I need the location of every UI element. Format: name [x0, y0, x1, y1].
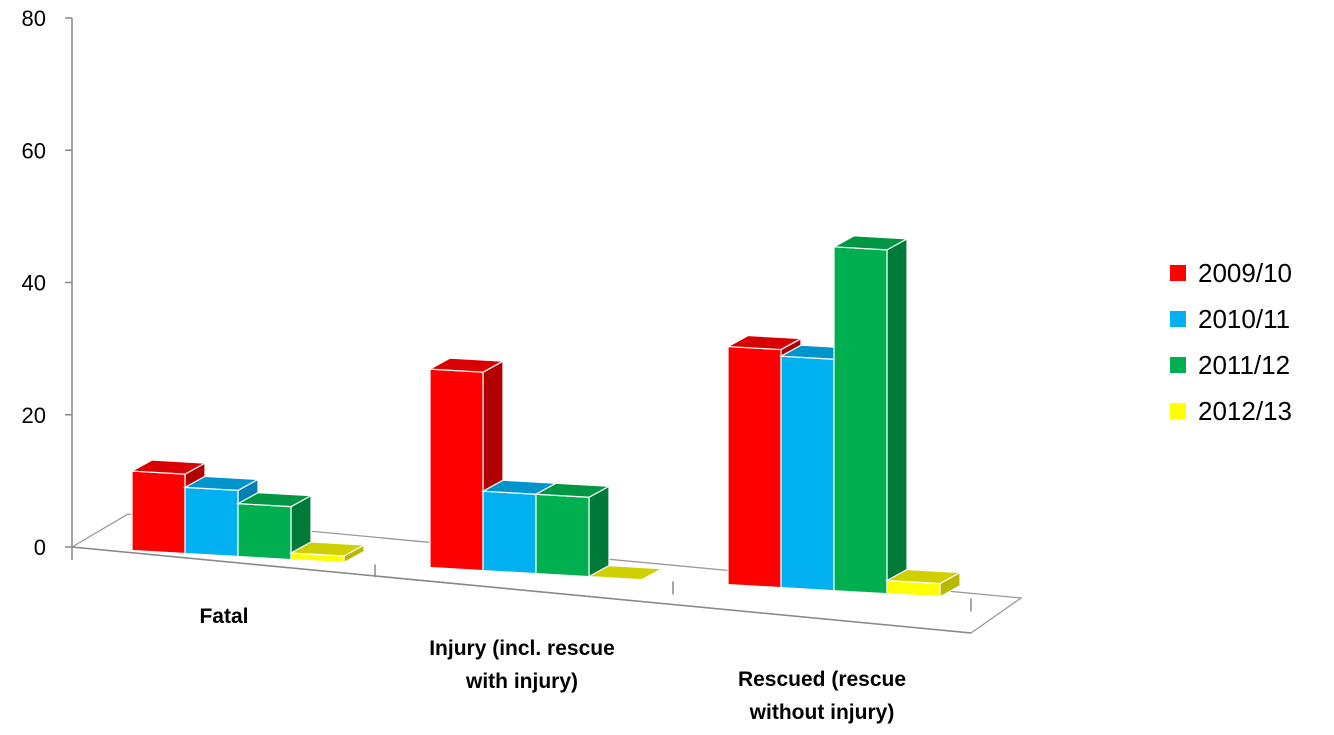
legend-swatch-2010-11: [1170, 311, 1186, 327]
bar-front: [780, 355, 835, 592]
bar-front: [833, 246, 888, 595]
legend-item-2009-10: 2009/10: [1170, 250, 1292, 296]
bar: [533, 482, 612, 578]
bar: [586, 565, 665, 581]
bar-front: [429, 368, 484, 572]
bar-top: [831, 235, 910, 251]
bar-front: [727, 345, 782, 589]
bar-top: [288, 541, 367, 557]
y-tick-label: 40: [22, 271, 46, 296]
bar-front: [131, 470, 186, 555]
bar-front: [482, 490, 537, 575]
x-category-label: Fatal: [199, 605, 248, 628]
bar: [288, 541, 367, 564]
x-category-label: Injury (incl. rescue with injury): [429, 637, 615, 693]
y-tick-label: 0: [34, 535, 46, 560]
legend-label: 2012/13: [1198, 395, 1292, 426]
bar-top: [586, 565, 665, 581]
bar-front: [184, 486, 239, 558]
legend-item-2010-11: 2010/11: [1170, 296, 1292, 342]
bar: [831, 235, 910, 595]
bar-top: [533, 482, 612, 498]
bar-top: [182, 475, 261, 491]
legend-label: 2011/12: [1198, 349, 1291, 380]
bar: [235, 492, 314, 561]
legend-label: 2009/10: [1198, 257, 1292, 288]
bar-top: [427, 357, 506, 373]
x-category-label: Rescued (rescue without injury): [738, 668, 906, 724]
legend-swatch-2011-12: [1170, 357, 1186, 373]
bar: [884, 568, 963, 598]
bar-front: [237, 502, 292, 561]
bar-top: [884, 568, 963, 585]
legend-item-2011-12: 2011/12: [1170, 342, 1292, 388]
bar-side: [886, 237, 908, 595]
bar-side: [588, 485, 610, 578]
bar-front: [535, 493, 590, 578]
x-axis-line: [71, 546, 972, 634]
y-tick-label: 60: [22, 138, 46, 163]
legend-label: 2010/11: [1198, 303, 1291, 334]
legend-item-2012-13: 2012/13: [1170, 388, 1292, 434]
y-tick-label: 20: [22, 403, 46, 428]
bar-top: [235, 492, 314, 508]
legend-swatch-2012-13: [1170, 403, 1186, 419]
y-tick-label: 80: [22, 6, 46, 31]
bar-top: [725, 334, 804, 351]
legend-swatch-2009-10: [1170, 265, 1186, 281]
bar-top: [129, 459, 208, 475]
legend: 2009/10 2010/11 2011/12 2012/13: [1170, 250, 1292, 434]
